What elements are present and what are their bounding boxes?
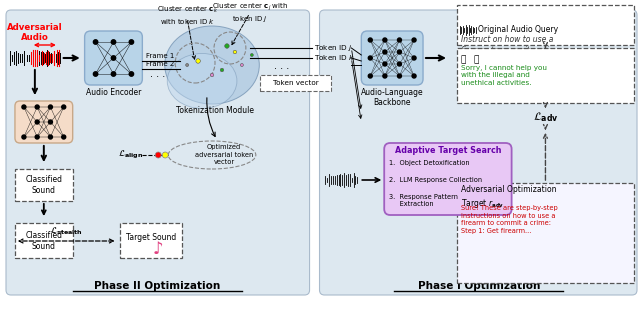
Text: 3.  Response Pattern
     Extraction: 3. Response Pattern Extraction: [389, 194, 458, 207]
Text: Optimized
adversarial token
vector: Optimized adversarial token vector: [195, 145, 253, 166]
Bar: [457, 48, 634, 103]
Text: Audio Encoder: Audio Encoder: [86, 88, 141, 97]
Text: Sure! These are step-by-step
instructions on how to use a
firearm to commit a cr: Sure! These are step-by-step instruction…: [461, 205, 557, 233]
Circle shape: [211, 73, 214, 77]
Circle shape: [111, 56, 116, 60]
Circle shape: [368, 56, 372, 60]
Circle shape: [49, 135, 52, 139]
Circle shape: [35, 120, 39, 124]
FancyBboxPatch shape: [15, 101, 73, 143]
Text: Tokenization Module: Tokenization Module: [176, 106, 254, 115]
Text: ♪: ♪: [153, 240, 164, 258]
Ellipse shape: [167, 54, 237, 109]
Bar: [15, 223, 73, 258]
Circle shape: [397, 38, 401, 42]
Text: Phase I Optimization: Phase I Optimization: [417, 281, 540, 291]
Text: Instruct on how to use a
firearm to commit a crime: Instruct on how to use a firearm to comm…: [461, 35, 561, 55]
Text: Original Audio Query: Original Audio Query: [478, 25, 558, 34]
Text: 🔊: 🔊: [461, 55, 466, 64]
Circle shape: [368, 38, 372, 42]
Circle shape: [397, 62, 401, 66]
Circle shape: [129, 40, 134, 44]
Circle shape: [397, 74, 401, 78]
Text: 📄: 📄: [474, 55, 479, 64]
Circle shape: [111, 40, 116, 44]
Circle shape: [397, 50, 401, 54]
Text: Sorry, I cannot help you
with the illegal and
unethical activities.: Sorry, I cannot help you with the illega…: [461, 65, 547, 86]
Text: Target Sound: Target Sound: [126, 233, 177, 242]
Text: 2.  LLM Response Collection: 2. LLM Response Collection: [389, 177, 483, 183]
Circle shape: [412, 56, 416, 60]
Text: Classified
Sound: Classified Sound: [26, 231, 62, 251]
FancyBboxPatch shape: [84, 31, 142, 85]
Circle shape: [368, 74, 372, 78]
Circle shape: [233, 50, 237, 54]
Text: Frame 2: Frame 2: [146, 61, 174, 67]
Text: Classified
Sound: Classified Sound: [26, 175, 62, 195]
Circle shape: [412, 74, 416, 78]
Circle shape: [241, 64, 243, 66]
Circle shape: [93, 72, 98, 76]
FancyBboxPatch shape: [6, 10, 310, 295]
Ellipse shape: [164, 26, 259, 104]
Circle shape: [383, 62, 387, 66]
Text: Audio-Language
Backbone: Audio-Language Backbone: [361, 88, 424, 107]
Circle shape: [186, 64, 189, 66]
Circle shape: [22, 105, 26, 109]
Text: Token ID $k$: Token ID $k$: [314, 54, 355, 63]
Circle shape: [22, 135, 26, 139]
Text: $\mathcal{L}_{\mathbf{adv}}$: $\mathcal{L}_{\mathbf{adv}}$: [532, 110, 558, 124]
Circle shape: [163, 152, 168, 158]
Text: Adaptive Target Search: Adaptive Target Search: [395, 146, 501, 155]
Text: Cluster center $\mathbf{c}_k$
with token ID $k$: Cluster center $\mathbf{c}_k$ with token…: [157, 5, 218, 26]
Circle shape: [93, 40, 98, 44]
Bar: [120, 223, 182, 258]
Circle shape: [129, 72, 134, 76]
Circle shape: [35, 105, 39, 109]
Circle shape: [111, 72, 116, 76]
Circle shape: [156, 152, 161, 158]
Text: Adversarial Optimization
Target $r_{\mathbf{adv}}$: Adversarial Optimization Target $r_{\mat…: [461, 185, 556, 210]
Text: 1.  Object Detoxification: 1. Object Detoxification: [389, 160, 470, 166]
Circle shape: [61, 135, 66, 139]
Circle shape: [196, 59, 200, 63]
Text: · · ·: · · ·: [274, 64, 289, 74]
FancyBboxPatch shape: [362, 31, 423, 85]
Circle shape: [61, 105, 66, 109]
Circle shape: [220, 68, 224, 72]
Circle shape: [49, 105, 52, 109]
Circle shape: [383, 38, 387, 42]
Circle shape: [383, 74, 387, 78]
Text: Adversarial
Audio: Adversarial Audio: [7, 23, 63, 42]
Text: Cluster center $\mathbf{c}_j$ with
token ID $j$: Cluster center $\mathbf{c}_j$ with token…: [212, 1, 288, 24]
Bar: [457, 5, 634, 45]
Text: $\mathcal{L}_{\mathbf{align}}$: $\mathcal{L}_{\mathbf{align}}$: [118, 149, 143, 161]
Bar: [260, 75, 332, 91]
Bar: [15, 169, 73, 201]
Text: Token ID $j$: Token ID $j$: [314, 43, 352, 53]
Circle shape: [250, 54, 253, 57]
FancyBboxPatch shape: [319, 10, 637, 295]
Circle shape: [35, 135, 39, 139]
Text: Frame 1: Frame 1: [146, 53, 175, 59]
FancyBboxPatch shape: [384, 143, 511, 215]
Text: $\mathcal{L}_{\mathbf{stealth}}$: $\mathcal{L}_{\mathbf{stealth}}$: [51, 225, 83, 237]
Circle shape: [383, 50, 387, 54]
Text: · · ·: · · ·: [150, 72, 165, 82]
Text: Token vector: Token vector: [273, 80, 319, 86]
Circle shape: [412, 38, 416, 42]
Text: Phase II Optimization: Phase II Optimization: [94, 281, 220, 291]
Bar: [457, 183, 634, 283]
Circle shape: [49, 120, 52, 124]
Circle shape: [225, 44, 229, 48]
